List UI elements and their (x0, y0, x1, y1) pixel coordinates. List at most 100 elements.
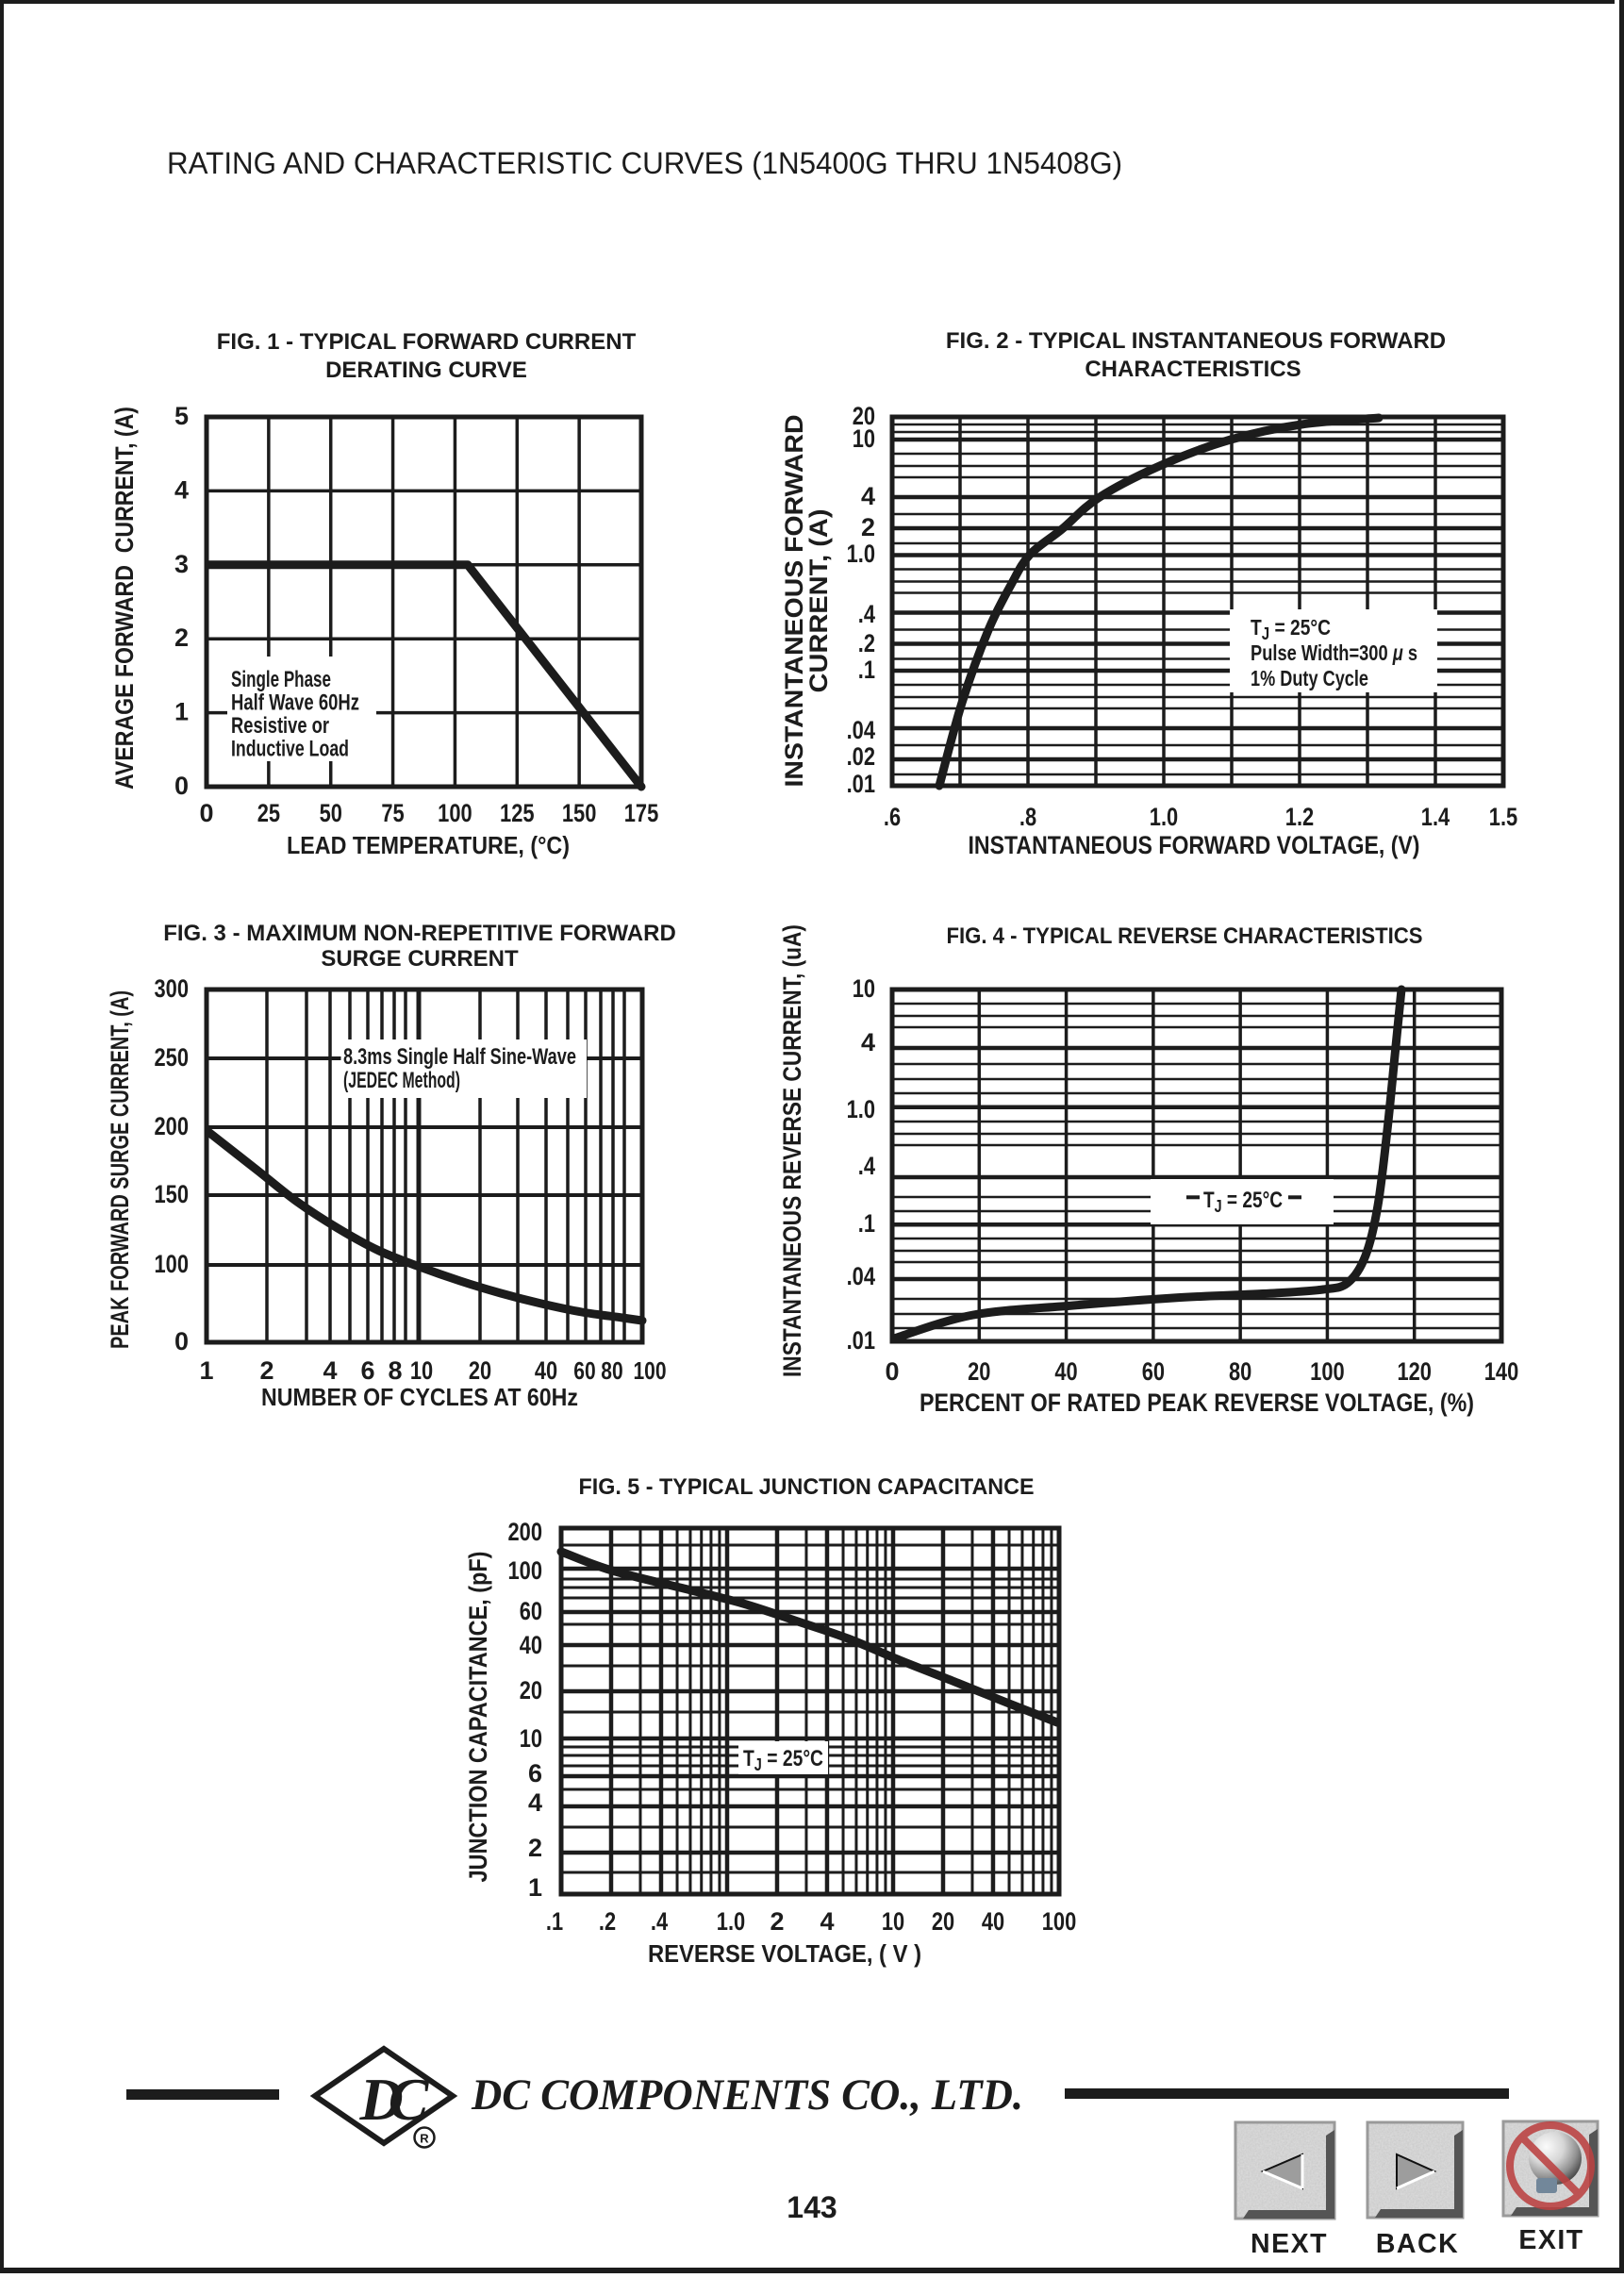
svg-text:200: 200 (155, 1112, 190, 1140)
svg-text:DERATING CURVE: DERATING CURVE (325, 357, 527, 383)
svg-text:INSTANTANEOUS FORWARD VOLTAGE,: INSTANTANEOUS FORWARD VOLTAGE, (V) (969, 831, 1420, 859)
svg-text:60: 60 (573, 1356, 595, 1385)
svg-text:.2: .2 (599, 1907, 616, 1936)
svg-text:125: 125 (500, 799, 535, 827)
svg-text:1.4: 1.4 (1421, 803, 1450, 831)
svg-text:RATING AND CHARACTERISTIC CURV: RATING AND CHARACTERISTIC CURVES (1N5400… (167, 146, 1122, 180)
svg-text:10: 10 (853, 424, 875, 453)
svg-text:60: 60 (520, 1597, 542, 1625)
svg-text:25: 25 (257, 799, 280, 827)
svg-text:140: 140 (1484, 1357, 1519, 1386)
svg-text:.01: .01 (847, 770, 875, 798)
svg-text:6: 6 (360, 1356, 374, 1385)
svg-text:CURRENT, (A): CURRENT, (A) (804, 509, 833, 693)
svg-text:Inductive Load: Inductive Load (231, 737, 349, 762)
svg-text:80: 80 (1229, 1357, 1251, 1386)
svg-text:INSTANTANEOUS REVERSE CURRENT,: INSTANTANEOUS REVERSE CURRENT, (uA) (778, 924, 806, 1377)
svg-text:120: 120 (1397, 1357, 1432, 1386)
svg-text:150: 150 (562, 799, 597, 827)
svg-text:75: 75 (381, 799, 404, 827)
svg-text:FIG. 2 - TYPICAL INSTANTANEOUS: FIG. 2 - TYPICAL INSTANTANEOUS FORWARD (946, 328, 1446, 354)
svg-text:FIG. 4 - TYPICAL REVERSE CHARA: FIG. 4 - TYPICAL REVERSE CHARACTERISTICS (947, 923, 1423, 949)
svg-text:100: 100 (155, 1250, 190, 1278)
svg-text:.2: .2 (858, 629, 875, 657)
svg-text:2: 2 (174, 624, 189, 652)
svg-text:FIG. 3 - MAXIMUM NON-REPETITIV: FIG. 3 - MAXIMUM NON-REPETITIVE FORWARD (163, 921, 676, 946)
svg-text:10: 10 (853, 974, 875, 1003)
svg-text:20: 20 (968, 1357, 990, 1386)
svg-text:100: 100 (508, 1556, 543, 1585)
svg-text:0: 0 (885, 1357, 899, 1386)
svg-text:1: 1 (199, 1356, 213, 1385)
svg-text:.1: .1 (858, 1209, 875, 1238)
svg-text:2: 2 (770, 1907, 784, 1936)
svg-text:.6: .6 (884, 803, 901, 831)
svg-text:10: 10 (520, 1724, 542, 1753)
svg-text:0: 0 (174, 772, 189, 800)
svg-text:1.0: 1.0 (717, 1907, 745, 1936)
svg-text:3: 3 (174, 550, 189, 578)
svg-text:143: 143 (787, 2190, 837, 2224)
svg-text:1.0: 1.0 (1150, 803, 1178, 831)
svg-text:10: 10 (410, 1356, 433, 1385)
svg-text:Single Phase: Single Phase (231, 667, 331, 692)
svg-text:80: 80 (601, 1356, 622, 1385)
svg-text:TJ = 25°C: TJ = 25°C (1251, 615, 1331, 643)
svg-text:1: 1 (528, 1873, 542, 1902)
svg-text:0: 0 (174, 1327, 189, 1355)
svg-text:200: 200 (508, 1518, 543, 1546)
svg-text:40: 40 (520, 1631, 542, 1659)
svg-text:4: 4 (528, 1788, 542, 1817)
svg-text:300: 300 (155, 974, 190, 1003)
svg-text:.8: .8 (1019, 803, 1036, 831)
svg-text:100: 100 (1042, 1907, 1077, 1936)
svg-text:(JEDEC Method): (JEDEC Method) (343, 1068, 460, 1093)
svg-text:PEAK FORWARD SURGE CURRENT, (A: PEAK FORWARD SURGE CURRENT, (A) (106, 990, 134, 1349)
svg-text:100: 100 (633, 1356, 666, 1385)
svg-text:.1: .1 (858, 656, 875, 684)
svg-text:.02: .02 (847, 742, 875, 771)
svg-text:6: 6 (528, 1759, 542, 1787)
svg-text:1: 1 (174, 698, 189, 726)
svg-text:20: 20 (853, 402, 875, 430)
svg-text:0: 0 (199, 799, 213, 827)
svg-text:.4: .4 (858, 1152, 875, 1180)
svg-text:1.0: 1.0 (847, 1095, 875, 1123)
svg-text:2: 2 (861, 513, 875, 541)
svg-text:BACK: BACK (1376, 2229, 1459, 2259)
svg-text:FIG. 1 - TYPICAL FORWARD CURRE: FIG. 1 - TYPICAL FORWARD CURRENT (217, 329, 637, 355)
svg-text:2: 2 (528, 1834, 542, 1862)
svg-text:.1: .1 (546, 1907, 563, 1936)
svg-text:NUMBER OF CYCLES AT 60Hz: NUMBER OF CYCLES AT 60Hz (261, 1383, 578, 1411)
svg-text:4: 4 (820, 1907, 834, 1936)
svg-text:60: 60 (1142, 1357, 1165, 1386)
svg-text:8.3ms Single Half Sine-Wave: 8.3ms Single Half Sine-Wave (343, 1044, 576, 1070)
svg-text:SURGE CURRENT: SURGE CURRENT (321, 946, 519, 972)
svg-text:4: 4 (174, 475, 189, 504)
svg-text:50: 50 (320, 799, 342, 827)
svg-text:20: 20 (932, 1907, 954, 1936)
svg-text:1.2: 1.2 (1285, 803, 1314, 831)
svg-text:2: 2 (259, 1356, 273, 1385)
svg-text:.04: .04 (847, 716, 875, 744)
svg-text:.4: .4 (858, 600, 875, 628)
svg-text:20: 20 (520, 1676, 542, 1704)
svg-text:10: 10 (882, 1907, 904, 1936)
svg-text:.04: .04 (847, 1262, 875, 1290)
svg-text:.01: .01 (847, 1326, 875, 1355)
svg-text:150: 150 (155, 1180, 190, 1208)
svg-text:100: 100 (438, 799, 472, 827)
svg-text:1.5: 1.5 (1489, 803, 1517, 831)
svg-text:DC COMPONENTS CO., LTD.: DC COMPONENTS CO., LTD. (471, 2070, 1023, 2120)
svg-text:CHARACTERISTICS: CHARACTERISTICS (1085, 357, 1301, 382)
svg-text:100: 100 (1310, 1357, 1345, 1386)
svg-text:4: 4 (861, 482, 875, 510)
svg-text:R: R (420, 2132, 429, 2146)
svg-text:4: 4 (323, 1356, 337, 1385)
svg-text:40: 40 (982, 1907, 1004, 1936)
svg-text:8: 8 (388, 1356, 402, 1385)
svg-text:INSTANTANEOUS FORWARD: INSTANTANEOUS FORWARD (780, 415, 808, 788)
svg-text:AVERAGE FORWARD CURRENT, (A): AVERAGE FORWARD CURRENT, (A) (110, 407, 139, 790)
svg-text:1% Duty Cycle: 1% Duty Cycle (1251, 666, 1368, 690)
svg-text:Half Wave 60Hz: Half Wave 60Hz (231, 690, 359, 716)
